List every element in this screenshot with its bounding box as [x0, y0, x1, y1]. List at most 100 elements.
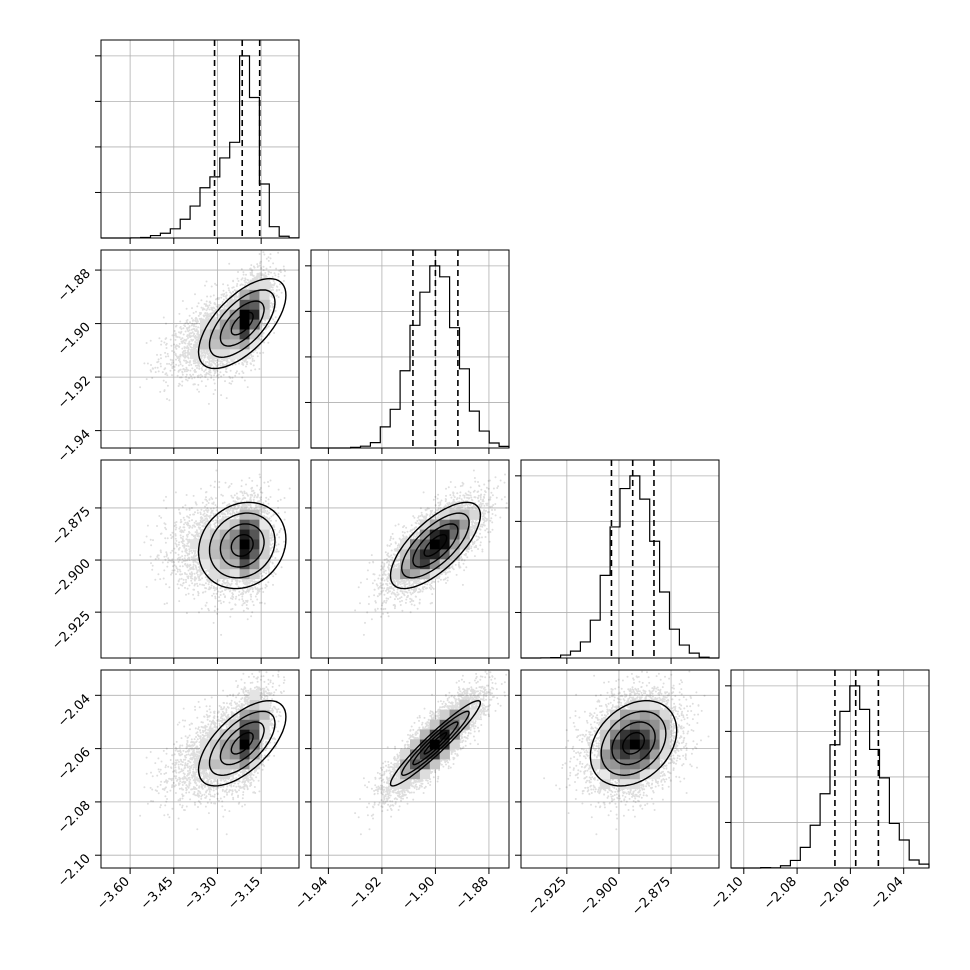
contour-line — [208, 289, 276, 359]
density-cell — [429, 759, 440, 770]
density-cell — [419, 539, 431, 550]
contour-line — [197, 277, 287, 370]
density-layer — [354, 670, 508, 836]
density-cell — [229, 729, 240, 740]
x-tick-label: −1.88 — [453, 874, 492, 913]
density-cell — [459, 709, 470, 720]
density-cell — [229, 299, 240, 310]
density-cell — [229, 568, 240, 580]
density-cell — [600, 778, 611, 790]
density-cell — [239, 549, 250, 560]
density-cell — [209, 349, 221, 360]
x-tick-label: −3.15 — [225, 874, 264, 913]
density-cell — [429, 568, 440, 580]
x-tick-label: −2.04 — [868, 874, 907, 913]
x-tick-label: −3.45 — [138, 874, 177, 913]
density-cell — [459, 699, 470, 710]
density-cell — [200, 529, 211, 540]
density-cell — [209, 559, 221, 570]
density-cell — [419, 559, 431, 570]
density-cell — [209, 739, 221, 750]
density-cell — [419, 759, 431, 770]
density-cell — [249, 719, 260, 730]
x-tick-label: −3.30 — [182, 874, 221, 913]
x-tick-label: −2.08 — [761, 874, 800, 913]
density-cell — [629, 719, 641, 730]
density-cell — [229, 519, 240, 530]
density-cell — [449, 549, 460, 560]
density-cell — [629, 759, 641, 770]
x-tick-label: −1.90 — [399, 874, 438, 913]
x-tick-label: −2.900 — [577, 874, 622, 919]
density-cell — [259, 559, 270, 570]
density-cell — [209, 319, 221, 330]
density-cell — [610, 739, 621, 750]
density-cell — [649, 719, 660, 730]
density-cell — [249, 319, 260, 330]
contour-line — [423, 731, 448, 755]
scatter-panel-1-0: −1.94 −1.92 −1.90 −1.88 — [55, 249, 300, 466]
density-cell — [239, 739, 250, 750]
contour-line — [389, 699, 482, 787]
density-cell — [400, 568, 411, 580]
density-cell — [249, 729, 260, 740]
density-cell — [259, 299, 270, 310]
density-cell — [249, 549, 260, 560]
density-cell — [659, 709, 670, 720]
density-layer — [139, 670, 287, 836]
density-cell — [419, 769, 431, 780]
density-layer — [139, 251, 287, 405]
density-cell — [629, 739, 641, 750]
density-cell — [639, 719, 650, 730]
y-tick-label: −1.88 — [55, 266, 94, 305]
density-cell — [390, 568, 401, 580]
histogram-panel-2 — [515, 459, 720, 664]
contour-line — [611, 721, 656, 766]
density-cell — [239, 749, 250, 760]
density-cell — [259, 309, 270, 320]
density-cell — [639, 699, 650, 710]
density-cell — [259, 289, 270, 300]
density-cell — [620, 769, 631, 780]
density-cell — [439, 749, 450, 760]
y-tick-label: −2.06 — [55, 745, 94, 784]
density-cell — [400, 769, 411, 780]
panel-frame — [310, 459, 510, 659]
density-cell — [429, 529, 440, 540]
density-cell — [449, 529, 460, 540]
y-tick-label: −1.90 — [55, 320, 94, 359]
density-cell — [629, 699, 641, 710]
density-cell — [259, 699, 270, 710]
histogram-step — [521, 475, 719, 659]
density-cell — [259, 709, 270, 720]
density-cell — [200, 539, 211, 550]
density-cell — [429, 519, 440, 530]
density-cell — [600, 719, 611, 730]
contour-line — [208, 710, 276, 777]
contour-line — [219, 721, 265, 766]
x-tick-label: −2.06 — [814, 874, 853, 913]
histogram-panel-0 — [95, 39, 300, 244]
x-tick-label: −2.925 — [525, 874, 570, 919]
density-cell — [249, 529, 260, 540]
density-cell — [239, 509, 250, 520]
density-cell — [639, 769, 650, 780]
x-tick-label: −1.92 — [346, 874, 385, 913]
contour-line — [197, 501, 287, 590]
contour-line — [412, 523, 459, 568]
density-cell — [429, 719, 440, 730]
density-cell — [239, 759, 250, 770]
density-cell — [249, 739, 260, 750]
density-cell — [610, 719, 621, 730]
density-cell — [200, 549, 211, 560]
density-cell — [200, 739, 211, 750]
density-cell — [610, 709, 621, 720]
density-cell — [459, 719, 470, 730]
density-cell — [219, 749, 230, 760]
density-cell — [200, 339, 211, 350]
density-cell — [249, 339, 260, 350]
density-cell — [259, 719, 270, 730]
contour-line — [219, 300, 265, 347]
y-tick-label: −1.94 — [55, 427, 94, 466]
